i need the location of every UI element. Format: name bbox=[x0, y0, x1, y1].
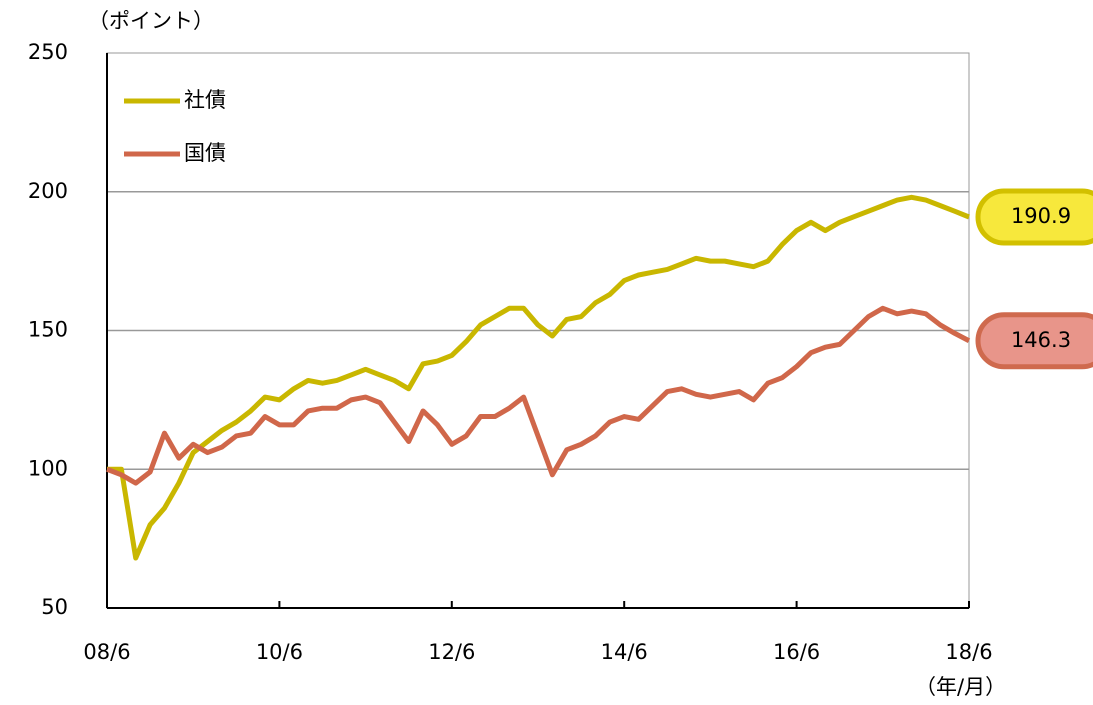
x-tick-label: 12/6 bbox=[428, 640, 475, 664]
y-tick-label: 50 bbox=[41, 595, 68, 619]
end-label-box bbox=[975, 188, 1093, 246]
x-tick-label: 10/6 bbox=[256, 640, 303, 664]
y-tick-label: 200 bbox=[28, 179, 68, 203]
legend-label: 社債 bbox=[184, 88, 226, 112]
x-axis-label: （年/月） bbox=[915, 675, 1006, 699]
end-label-box bbox=[975, 312, 1093, 370]
end-label: 190.9 bbox=[1011, 204, 1071, 228]
x-tick-label: 08/6 bbox=[83, 640, 130, 664]
y-axis-label: （ポイント） bbox=[88, 9, 214, 33]
y-tick-label: 100 bbox=[28, 456, 68, 480]
x-tick-label: 18/6 bbox=[945, 640, 992, 664]
legend-label: 国債 bbox=[184, 141, 226, 165]
series-line bbox=[106, 305, 971, 486]
x-tick-label: 16/6 bbox=[773, 640, 820, 664]
series-line bbox=[107, 194, 970, 561]
y-tick-label: 250 bbox=[28, 40, 68, 64]
x-tick-label: 14/6 bbox=[601, 640, 648, 664]
end-label: 146.3 bbox=[1011, 328, 1071, 352]
y-tick-label: 150 bbox=[28, 318, 68, 342]
